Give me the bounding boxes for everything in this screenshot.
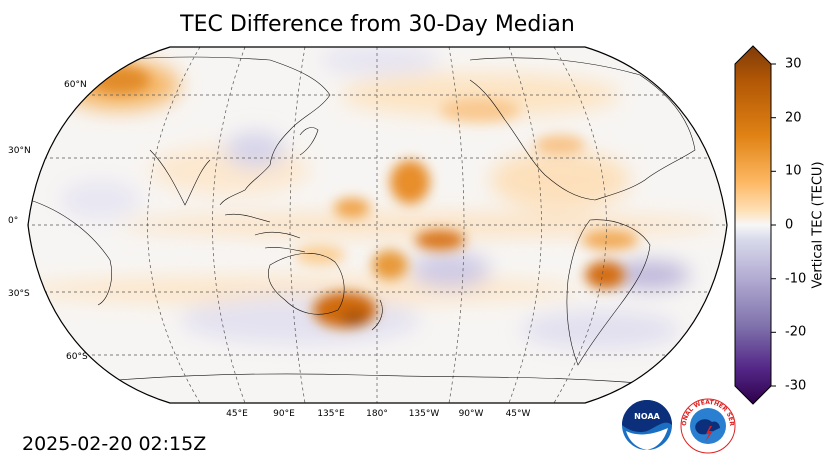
lon-label-180: 180° [366,409,388,419]
colorbar-label: Vertical TEC (TECU) [810,161,826,289]
colorbar-tick-20: 20 [785,110,802,126]
graticule [28,47,727,403]
colorbar-tick-neg20: -20 [785,324,807,340]
colorbar-tick-30: 30 [785,56,802,72]
lon-label-90e: 90°E [273,409,295,419]
lon-label-45w: 45°W [505,409,531,419]
noaa-logo-icon: NOAA [622,400,672,450]
plot-title: TEC Difference from 30-Day Median [180,12,575,37]
colorbar [734,45,776,405]
lon-label-135e: 135°E [317,409,345,419]
map-border [27,46,728,404]
coastlines [29,56,701,386]
colorbar-tick-10: 10 [785,163,802,179]
lat-label-30s: 30°S [8,289,30,299]
timestamp: 2025-02-20 02:15Z [22,433,207,455]
lon-label-90w: 90°W [458,409,484,419]
lat-label-0: 0° [8,216,19,226]
lon-label-135w: 135°W [408,409,440,419]
lat-label-30n: 30°N [8,146,31,156]
lat-label-60n: 60°N [64,80,87,90]
lat-label-60s: 60°S [66,352,88,362]
colorbar-tick-0: 0 [785,217,794,233]
colorbar-tick-neg10: -10 [785,271,807,287]
colorbar-tick-neg30: -30 [785,378,807,394]
lon-label-45e: 45°E [226,409,248,419]
nws-logo-icon: NATIONAL WEATHER SERVICE [678,396,736,454]
svg-text:NOAA: NOAA [634,412,660,421]
